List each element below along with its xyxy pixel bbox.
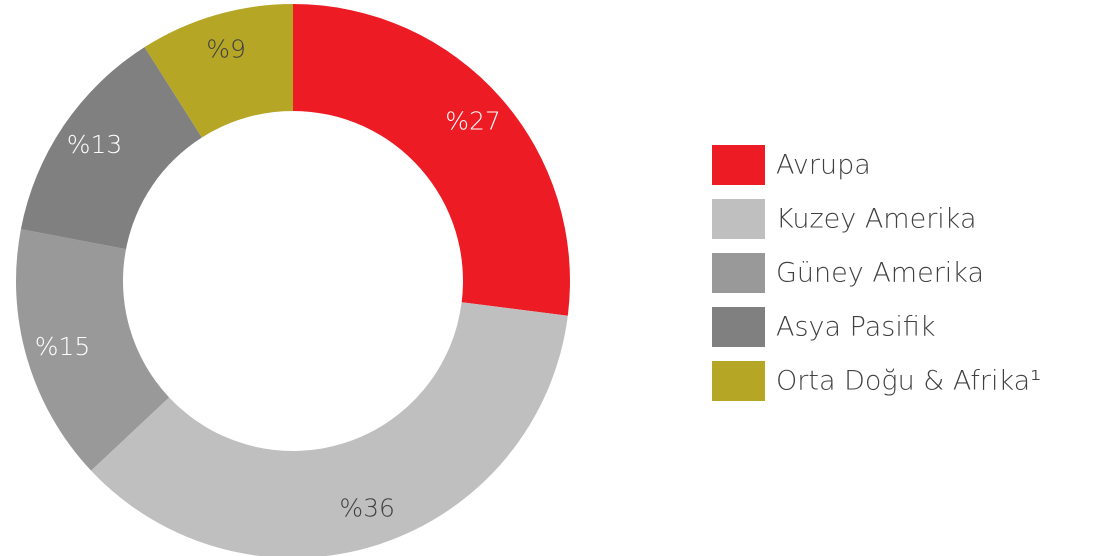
- slice-label: %27: [445, 106, 501, 135]
- legend-label: Güney Amerika: [776, 258, 984, 289]
- slice-label: %36: [339, 493, 395, 522]
- slice-label: %15: [35, 332, 91, 361]
- legend-label: Avrupa: [776, 150, 871, 181]
- legend-label: Orta Doğu & Afrika¹: [776, 366, 1041, 397]
- slice: [20, 47, 202, 250]
- slice-label: %13: [67, 130, 123, 159]
- slice: [15, 229, 170, 471]
- legend-swatch: [712, 199, 765, 239]
- slice: [293, 4, 571, 316]
- legend-swatch: [712, 361, 765, 401]
- legend-swatch: [712, 253, 765, 293]
- legend-swatch: [712, 145, 765, 185]
- legend-label: Kuzey Amerika: [776, 204, 977, 235]
- slice: [91, 302, 568, 556]
- legend-label: Asya Pasifik: [776, 312, 935, 343]
- legend-swatch: [712, 307, 765, 347]
- slice-label: %9: [206, 35, 246, 64]
- slice: [144, 4, 293, 138]
